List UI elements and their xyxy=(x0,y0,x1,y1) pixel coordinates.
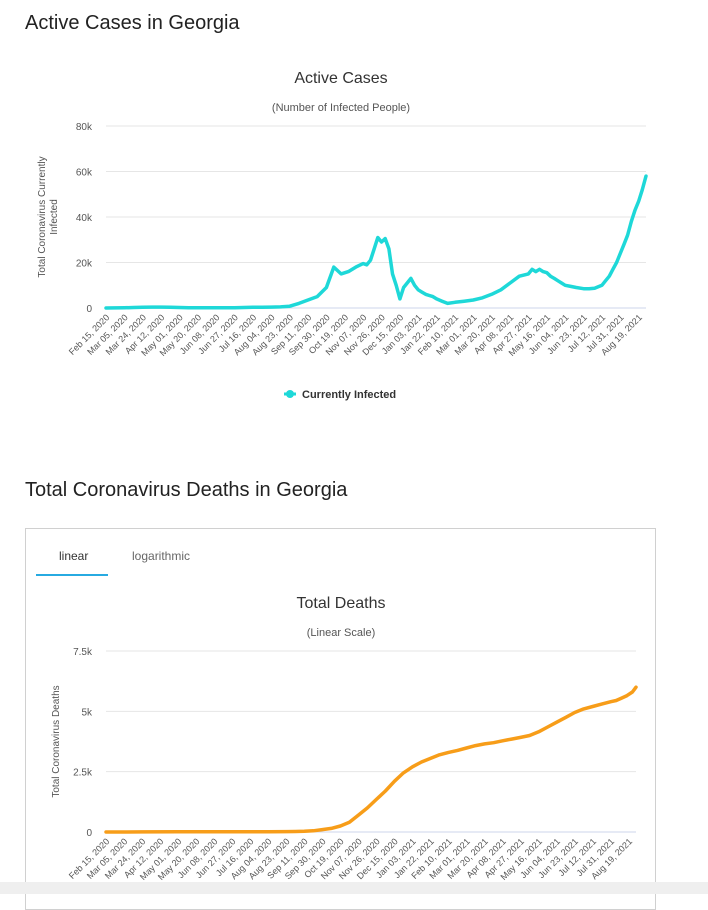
y-tick-label: 0 xyxy=(86,304,92,315)
y-axis-label: Total Coronavirus Deaths xyxy=(51,685,62,797)
chart-title: Total Deaths xyxy=(297,595,386,612)
legend-marker xyxy=(286,390,294,398)
series-line xyxy=(104,685,638,834)
chart-subtitle: (Linear Scale) xyxy=(307,627,375,639)
section-title-active-cases: Active Cases in Georgia xyxy=(25,12,240,34)
y-axis-label-line: Total Coronavirus Deaths xyxy=(51,685,62,797)
total-deaths-chart: Total Deaths (Linear Scale) 0 2.5k 5k 7.5k Tot… xyxy=(51,595,638,882)
y-tick-label: 5k xyxy=(81,707,93,718)
active-cases-chart: Active Cases (Number of Infected People) 0… xyxy=(37,70,648,401)
chart-subtitle: (Number of Infected People) xyxy=(272,102,410,114)
section-title-total-deaths: Total Coronavirus Deaths in Georgia xyxy=(25,479,348,501)
horizontal-scrollbar[interactable] xyxy=(0,882,708,894)
series-line xyxy=(104,174,648,310)
active-tab-indicator xyxy=(36,574,108,576)
y-tick-label: 7.5k xyxy=(73,647,93,658)
y-axis-label: Total Coronavirus CurrentlyInfected xyxy=(37,156,60,277)
y-axis-label-line: Total Coronavirus Currently xyxy=(37,156,48,277)
y-tick-label: 40k xyxy=(76,213,93,224)
y-tick-label: 0 xyxy=(86,828,92,839)
tab-linear[interactable]: linear xyxy=(59,549,89,563)
y-tick-label: 20k xyxy=(76,259,93,270)
y-tick-label: 60k xyxy=(76,168,93,179)
y-tick-label: 2.5k xyxy=(73,768,93,779)
y-axis-label-line: Infected xyxy=(49,199,60,235)
deaths-chart-panel: linear logarithmic Total Deaths (Linear S… xyxy=(25,528,656,910)
tab-logarithmic[interactable]: logarithmic xyxy=(132,549,191,563)
chart-title: Active Cases xyxy=(294,70,387,87)
legend-label: Currently Infected xyxy=(302,389,396,401)
y-tick-label: 80k xyxy=(76,122,93,133)
